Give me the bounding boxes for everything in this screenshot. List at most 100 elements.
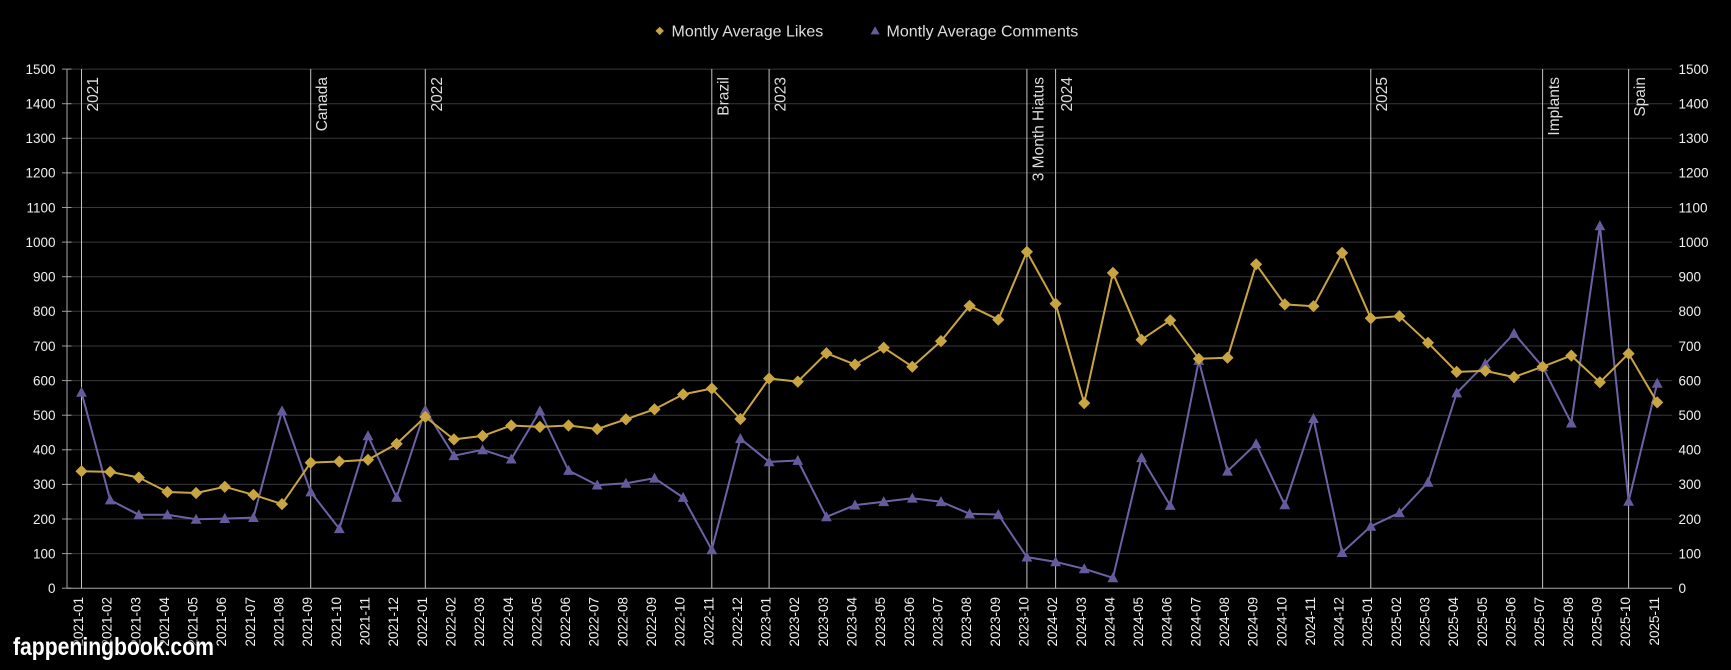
svg-text:1100: 1100 <box>1679 200 1708 215</box>
svg-text:2023-09: 2023-09 <box>988 597 1003 647</box>
svg-text:200: 200 <box>1679 512 1702 527</box>
svg-text:300: 300 <box>33 477 56 492</box>
svg-text:700: 700 <box>1679 339 1702 354</box>
svg-text:2022-01: 2022-01 <box>415 597 430 647</box>
svg-text:2024-05: 2024-05 <box>1131 597 1146 647</box>
svg-text:2025-06: 2025-06 <box>1504 597 1519 647</box>
svg-text:0: 0 <box>48 581 56 596</box>
svg-text:2021-05: 2021-05 <box>186 597 201 647</box>
svg-text:1200: 1200 <box>25 166 55 181</box>
svg-text:Montly Average Comments: Montly Average Comments <box>887 24 1079 41</box>
svg-text:2025-01: 2025-01 <box>1360 597 1375 647</box>
svg-text:2022-10: 2022-10 <box>673 597 688 647</box>
svg-text:1400: 1400 <box>25 97 55 112</box>
svg-text:2021-03: 2021-03 <box>128 597 143 647</box>
svg-text:2024-07: 2024-07 <box>1188 597 1203 647</box>
svg-text:2023-06: 2023-06 <box>902 597 917 647</box>
svg-text:2025-04: 2025-04 <box>1446 597 1461 647</box>
svg-text:2021-12: 2021-12 <box>386 597 401 647</box>
svg-text:Canada: Canada <box>314 77 331 132</box>
svg-text:2024-02: 2024-02 <box>1045 597 1060 647</box>
svg-text:1500: 1500 <box>1679 62 1709 77</box>
svg-text:2021: 2021 <box>85 77 102 111</box>
svg-text:Montly Average Likes: Montly Average Likes <box>672 24 824 41</box>
svg-text:400: 400 <box>33 443 56 458</box>
svg-text:400: 400 <box>1679 443 1702 458</box>
svg-text:0: 0 <box>1679 581 1687 596</box>
svg-text:1300: 1300 <box>1679 131 1709 146</box>
svg-text:2023-05: 2023-05 <box>873 597 888 647</box>
svg-text:2022-12: 2022-12 <box>730 597 745 647</box>
svg-text:2023-03: 2023-03 <box>816 597 831 647</box>
svg-text:2021-04: 2021-04 <box>157 597 172 647</box>
svg-text:2022-11: 2022-11 <box>701 597 716 646</box>
svg-text:Brazil: Brazil <box>715 77 732 116</box>
svg-text:800: 800 <box>1679 304 1702 319</box>
svg-text:2022-02: 2022-02 <box>443 597 458 647</box>
svg-text:2021-09: 2021-09 <box>300 597 315 647</box>
svg-text:2022-09: 2022-09 <box>644 597 659 647</box>
svg-text:2024-06: 2024-06 <box>1160 597 1175 647</box>
svg-text:2022-03: 2022-03 <box>472 597 487 647</box>
svg-text:2021-01: 2021-01 <box>71 597 86 647</box>
svg-text:1200: 1200 <box>1679 166 1709 181</box>
svg-text:2023-02: 2023-02 <box>787 597 802 647</box>
svg-text:1100: 1100 <box>26 200 55 215</box>
svg-text:100: 100 <box>1679 546 1702 561</box>
svg-text:700: 700 <box>33 339 56 354</box>
svg-text:2024-09: 2024-09 <box>1246 597 1261 647</box>
svg-text:Spain: Spain <box>1632 77 1649 117</box>
svg-text:2021-06: 2021-06 <box>214 597 229 647</box>
svg-text:2021-11: 2021-11 <box>358 597 373 646</box>
svg-text:2025-05: 2025-05 <box>1475 597 1490 647</box>
svg-text:2021-07: 2021-07 <box>243 597 258 647</box>
svg-text:2024: 2024 <box>1059 77 1076 112</box>
svg-text:600: 600 <box>33 373 56 388</box>
svg-text:2024-04: 2024-04 <box>1102 597 1117 647</box>
svg-text:2025-10: 2025-10 <box>1618 597 1633 647</box>
svg-text:2021-02: 2021-02 <box>100 597 115 647</box>
svg-text:2025-07: 2025-07 <box>1532 597 1547 647</box>
svg-text:2022-04: 2022-04 <box>501 597 516 647</box>
svg-text:2024-11: 2024-11 <box>1303 597 1318 646</box>
svg-text:2024-12: 2024-12 <box>1332 597 1347 647</box>
svg-text:2023-08: 2023-08 <box>959 597 974 647</box>
svg-text:2022-05: 2022-05 <box>529 597 544 647</box>
svg-text:2025-02: 2025-02 <box>1389 597 1404 647</box>
svg-text:2021-10: 2021-10 <box>329 597 344 647</box>
svg-text:600: 600 <box>1679 373 1702 388</box>
svg-text:2022-06: 2022-06 <box>558 597 573 647</box>
svg-text:2025-11: 2025-11 <box>1647 597 1662 646</box>
svg-text:1400: 1400 <box>1679 97 1709 112</box>
svg-text:2023-10: 2023-10 <box>1016 597 1031 647</box>
svg-text:1500: 1500 <box>25 62 55 77</box>
svg-text:3 Month Hiatus: 3 Month Hiatus <box>1030 77 1047 181</box>
svg-text:1000: 1000 <box>1679 235 1709 250</box>
svg-text:2021-08: 2021-08 <box>272 597 287 647</box>
svg-text:500: 500 <box>1679 408 1702 423</box>
svg-text:2022: 2022 <box>429 77 446 111</box>
svg-text:300: 300 <box>1679 477 1702 492</box>
svg-text:2025: 2025 <box>1374 77 1391 111</box>
svg-text:900: 900 <box>33 270 56 285</box>
svg-text:1300: 1300 <box>25 131 55 146</box>
svg-text:900: 900 <box>1679 270 1702 285</box>
svg-text:2022-08: 2022-08 <box>615 597 630 647</box>
svg-text:2023-07: 2023-07 <box>931 597 946 647</box>
svg-text:2024-10: 2024-10 <box>1274 597 1289 647</box>
svg-text:1000: 1000 <box>25 235 55 250</box>
svg-text:2023-01: 2023-01 <box>759 597 774 647</box>
svg-text:2024-03: 2024-03 <box>1074 597 1089 647</box>
svg-text:500: 500 <box>33 408 56 423</box>
svg-text:2023-04: 2023-04 <box>845 597 860 647</box>
svg-text:2024-08: 2024-08 <box>1217 597 1232 647</box>
svg-text:200: 200 <box>33 512 56 527</box>
svg-text:100: 100 <box>33 546 56 561</box>
svg-text:2025-08: 2025-08 <box>1561 597 1576 647</box>
svg-text:2023: 2023 <box>773 77 790 111</box>
svg-text:2022-07: 2022-07 <box>587 597 602 647</box>
svg-text:Implants: Implants <box>1546 77 1563 136</box>
svg-text:2025-03: 2025-03 <box>1418 597 1433 647</box>
svg-text:2025-09: 2025-09 <box>1589 597 1604 647</box>
svg-text:800: 800 <box>33 304 56 319</box>
